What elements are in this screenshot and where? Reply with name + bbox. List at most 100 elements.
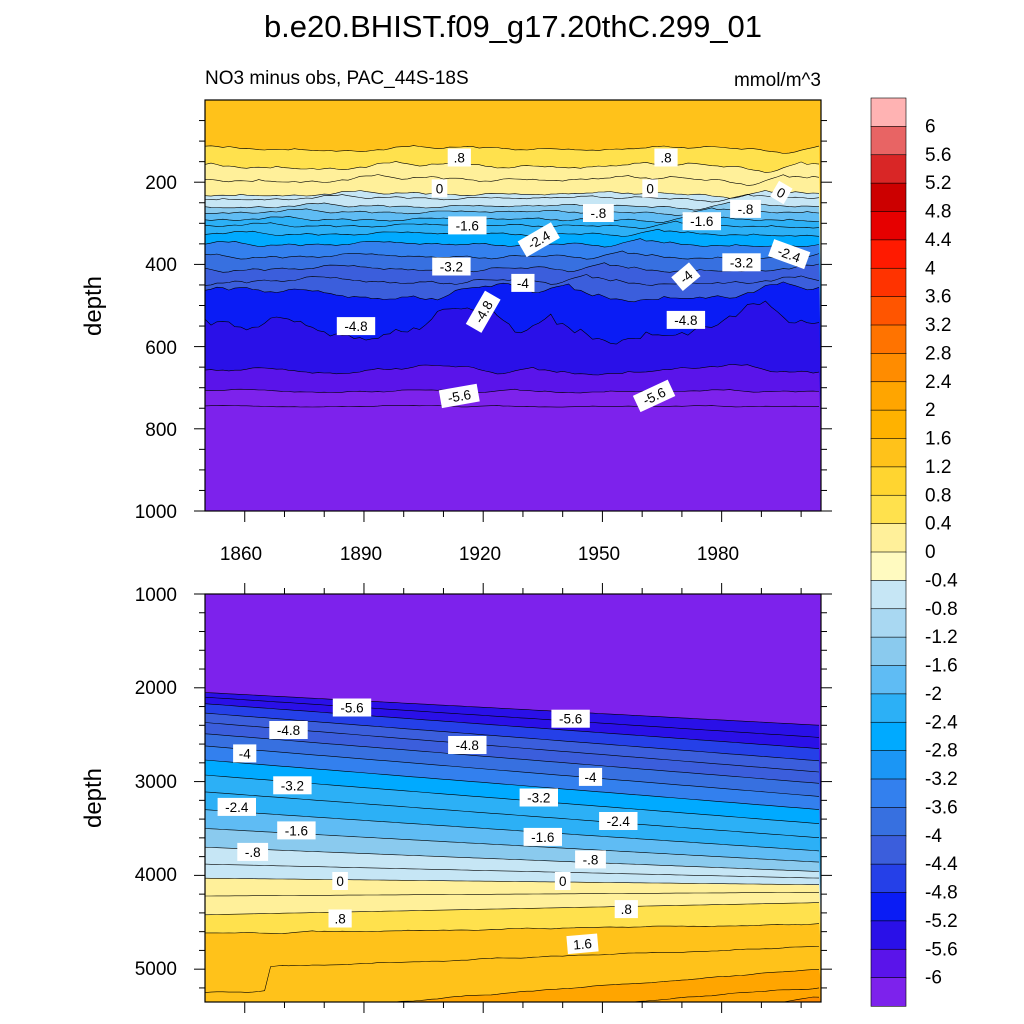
contour-label-box — [554, 872, 571, 890]
contour-label-text: -4.8 — [674, 313, 697, 328]
contour-line — [205, 190, 820, 199]
colorbar-tick-label: 3.6 — [925, 287, 951, 308]
y-tick-label: 200 — [145, 173, 177, 194]
contour-label: -1.6 — [682, 212, 721, 231]
colorbar-box — [870, 154, 907, 184]
colorbar-tick-label: 3.2 — [925, 315, 951, 336]
colorbar-box — [870, 466, 907, 496]
contour-label-text: -3.2 — [730, 255, 753, 270]
contour-label: .8 — [654, 148, 678, 167]
contour-label: -.8 — [237, 842, 269, 861]
colorbar-box — [870, 750, 907, 780]
colorbar-tick-label: -1.6 — [925, 656, 958, 677]
colorbar-box — [870, 126, 907, 156]
contour-label-text: -2.4 — [225, 800, 249, 815]
colorbar-box — [870, 948, 907, 979]
contour-line — [205, 250, 820, 260]
colorbar-box — [870, 296, 907, 326]
contour-label-box — [722, 253, 761, 272]
contour-label: .8 — [447, 148, 471, 167]
contour-label: -4.8 — [448, 736, 487, 754]
colorbar-tick-label: -5.6 — [925, 939, 958, 960]
contour-label-box — [432, 257, 471, 276]
contour-line — [205, 791, 820, 838]
top-panel: .8.80 0 0-.8 -.8-1.6 -1.6-2.4-2.4-3.2 -3.2-4-… — [194, 99, 832, 522]
contour-label: -5.6 — [438, 383, 480, 409]
contour-label-text: .8 — [621, 902, 632, 917]
contour-label-box — [632, 379, 676, 413]
contour-label-text: -4.8 — [344, 319, 367, 334]
colorbar-tick-label: -4 — [925, 826, 942, 847]
y-axis-bottom: depth 1000 2000 3000 4000 5000 — [80, 585, 177, 980]
contour-label: -4.8 — [666, 310, 706, 329]
y-axis-top: depth 200 400 600 800 1000 — [80, 173, 177, 523]
y-tick-label: 1000 — [135, 502, 177, 523]
x-tick-label: 1860 — [220, 544, 262, 565]
contour-label-box — [666, 310, 706, 329]
colorbar-tick-label: 6 — [925, 116, 936, 137]
contour-line — [205, 692, 820, 726]
contour-label: -5.6 — [632, 379, 676, 413]
colorbar-box — [870, 778, 907, 808]
contour-label: 0 — [332, 872, 348, 890]
contour-label-box — [523, 827, 562, 846]
contour-label-box — [770, 180, 793, 205]
contour-band — [205, 405, 821, 511]
contour-label-box — [671, 262, 701, 292]
contour-label-box — [465, 290, 501, 333]
colorbar-box — [870, 494, 907, 525]
contour-label: -5.6 — [332, 698, 372, 717]
contour-label-box — [599, 812, 638, 830]
contour-line — [205, 238, 820, 248]
colorbar: 6 5.6 5.2 4.8 4.4 4 3.6 3.2 2.8 2.4 2 1.6 1.2 0.8 0.4 0… — [870, 97, 958, 1007]
contour-label-text: 0 — [559, 874, 567, 889]
contour-line — [205, 388, 820, 394]
contour-label: 0 — [770, 180, 793, 205]
colorbar-box — [870, 324, 907, 354]
contour-label-box — [730, 199, 761, 218]
y-tick-label: 5000 — [135, 959, 177, 980]
contour-label-box — [614, 900, 638, 919]
colorbar-box — [870, 721, 907, 752]
y-tick-label: 1000 — [135, 585, 177, 606]
colorbar-tick-label: -4.4 — [925, 854, 958, 875]
colorbar-box — [870, 665, 907, 695]
bottom-panel-ticks — [194, 583, 832, 1013]
colorbar-box — [870, 211, 907, 241]
contour-label-box — [332, 872, 348, 890]
contour-label-text: -2.4 — [607, 814, 631, 829]
contour-label: -1.6 — [277, 821, 316, 840]
contour-line — [205, 902, 820, 916]
contour-line — [205, 201, 820, 211]
contour-label-text: -.8 — [591, 206, 607, 221]
y-tick-label: 600 — [145, 338, 177, 359]
contour-label-box — [431, 179, 448, 198]
contour-label: .8 — [328, 909, 352, 928]
colorbar-tick-label: 5.2 — [925, 173, 951, 194]
contour-label-text: -3.2 — [440, 260, 463, 275]
contour-line — [205, 759, 820, 810]
contour-line — [629, 987, 820, 1002]
colorbar-box — [870, 409, 907, 440]
contour-label-text: -.8 — [245, 845, 261, 860]
contour-label: -4 — [511, 273, 535, 292]
contour-label-box — [277, 821, 316, 840]
contour-label: -4.8 — [269, 721, 308, 739]
contour-label-box — [566, 933, 599, 955]
x-tick-label: 1890 — [340, 544, 382, 565]
contour-label-box — [332, 698, 372, 717]
contour-label-box — [575, 850, 606, 869]
x-tick-label: 1920 — [459, 544, 501, 565]
contour-label-text: -5.6 — [447, 387, 473, 406]
contour-label-box — [583, 204, 614, 222]
contour-label-text: 0 — [336, 874, 344, 889]
colorbar-box — [870, 835, 907, 865]
colorbar-tick-label: 2 — [925, 400, 936, 421]
contour-line — [205, 404, 820, 408]
contour-line — [205, 863, 820, 879]
colorbar-tick-label: 4.4 — [925, 230, 952, 251]
contour-label-box — [273, 776, 312, 795]
contour-label: -4.8 — [336, 317, 376, 336]
contour-label-text: .8 — [334, 912, 345, 927]
contour-label: -4 — [671, 262, 701, 292]
